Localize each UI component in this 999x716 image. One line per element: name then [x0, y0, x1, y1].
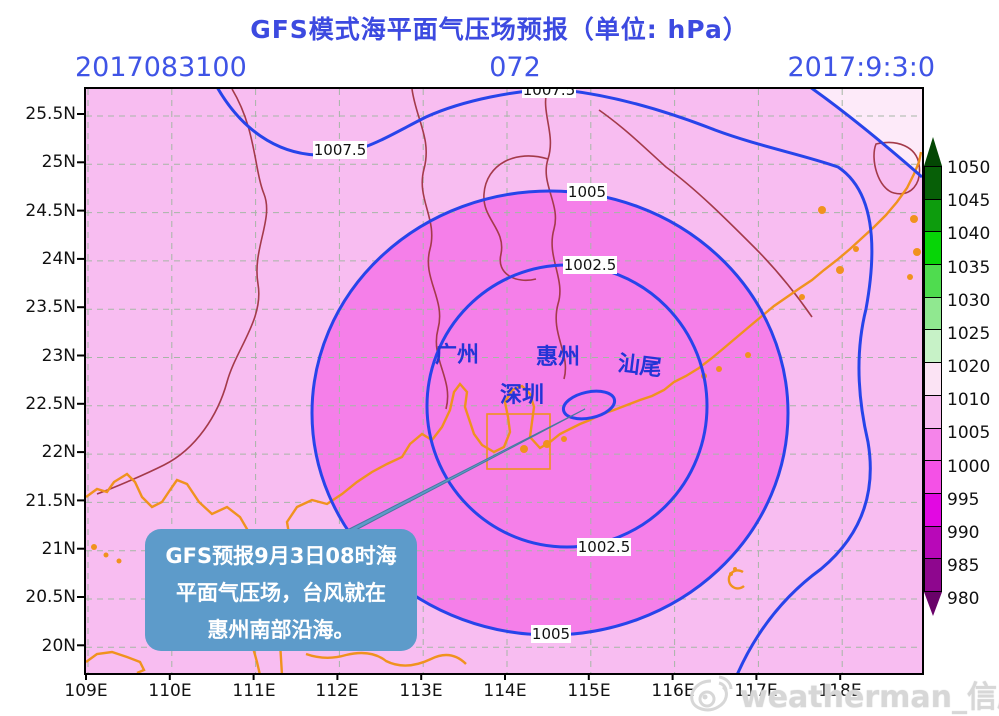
lat-label-21p5: 21.5N [25, 491, 76, 511]
lat-label-23p5: 23.5N [25, 297, 76, 317]
lat-label-23: 23N [41, 346, 76, 366]
cb-label-1025: 1025 [947, 324, 991, 344]
offshore-islands [91, 206, 921, 576]
colorbar-box-1025-1030 [925, 297, 941, 331]
callout-line-3: 惠州南部沿海。 [207, 618, 355, 642]
grid-lines [86, 89, 922, 673]
city-label-shanwei: 汕尾 [616, 351, 663, 381]
cb-label-1050: 1050 [947, 158, 991, 178]
lat-label-25: 25N [41, 152, 76, 172]
colorbar-box-1005-1010 [925, 395, 941, 429]
lat-label-22p5: 22.5N [25, 394, 76, 414]
cb-label-980: 980 [947, 589, 980, 609]
colorbar-box-990-995 [925, 493, 941, 527]
contour-label-1002p5-top: 1002.5 [564, 256, 617, 274]
lon-label-110: 110E [148, 681, 192, 701]
pressure-colorbar [924, 137, 943, 616]
cb-label-1020: 1020 [947, 357, 991, 377]
lon-label-116: 116E [651, 681, 695, 701]
city-label-guangzhou: 广州 [435, 342, 479, 368]
lat-label-24: 24N [41, 249, 76, 269]
callout-line-2: 平面气压场，台风就在 [176, 581, 386, 605]
lat-label-24p5: 24.5N [25, 201, 76, 221]
contour-label-1005-bottom: 1005 [532, 625, 570, 643]
lon-label-113: 113E [399, 681, 443, 701]
lat-label-20p5: 20.5N [25, 587, 76, 607]
lon-label-111: 111E [232, 681, 276, 701]
pressure-map: 1007.5 1007.5 1005 1002.5 1002.5 1005 广州… [84, 87, 924, 675]
city-label-huizhou: 惠州 [536, 345, 580, 370]
contour-1007p5 [216, 89, 874, 673]
lon-label-112: 112E [315, 681, 359, 701]
contour-typhoon-center [561, 389, 617, 421]
colorbar-boxes [924, 166, 942, 592]
colorbar-box-985-990 [925, 526, 941, 560]
lon-label-118: 118E [818, 681, 862, 701]
contour-label-1002p5-bottom: 1002.5 [578, 538, 631, 556]
sea-fill-1010-1020 [812, 89, 922, 177]
colorbar-box-995-1000 [925, 461, 941, 494]
contour-label-1005-top: 1005 [568, 183, 606, 201]
colorbar-arrow-top [924, 137, 942, 166]
colorbar-box-1000-1005 [925, 428, 941, 462]
cb-label-1005: 1005 [947, 423, 991, 443]
colorbar-box-1040-1045 [925, 199, 941, 233]
contour-label-1007p5-top: 1007.5 [523, 89, 576, 99]
lon-label-117: 117E [734, 681, 778, 701]
watermark-text: weatherman_信欣 [740, 680, 999, 715]
cb-label-1035: 1035 [947, 258, 991, 278]
cb-label-985: 985 [947, 556, 980, 576]
cb-label-995: 995 [947, 490, 980, 510]
contour-1010 [810, 89, 922, 179]
city-label-shenzhen: 深圳 [500, 383, 544, 408]
callout-line-1: GFS预报9月3日08时海 [165, 544, 397, 568]
colorbar-box-1020-1025 [925, 330, 941, 364]
contour-labels: 1007.5 1007.5 1005 1002.5 1002.5 1005 [313, 89, 631, 643]
colorbar-box-1030-1035 [925, 265, 941, 298]
cb-label-1040: 1040 [947, 224, 991, 244]
cb-label-1000: 1000 [947, 457, 991, 477]
init-time-label: 2017083100 [75, 52, 247, 83]
colorbar-box-1035-1040 [925, 232, 941, 266]
forecast-meta-row: 2017083100 072 2017:9:3:0 [0, 52, 999, 83]
lon-label-115: 115E [567, 681, 611, 701]
watermark: weatherman_信欣 [686, 672, 999, 716]
forecast-hour-label: 072 [489, 52, 541, 83]
lon-label-114: 114E [483, 681, 527, 701]
contour-label-1007p5-left: 1007.5 [314, 141, 367, 159]
lon-label-109: 109E [64, 681, 108, 701]
lat-label-25p5: 25.5N [25, 104, 76, 124]
colorbar-box-980-985 [925, 559, 941, 591]
cb-label-990: 990 [947, 523, 980, 543]
weibo-icon [690, 675, 733, 712]
city-labels: 广州 惠州 汕尾 深圳 [435, 342, 663, 408]
colorbar-arrow-bottom [924, 591, 942, 616]
colorbar-box-1010-1020 [925, 363, 941, 396]
sea-fill-1000-1005 [312, 191, 788, 635]
cb-label-1030: 1030 [947, 291, 991, 311]
cb-label-1045: 1045 [947, 191, 991, 211]
valid-time-label: 2017:9:3:0 [787, 52, 935, 83]
page-title: GFS模式海平面气压场预报（单位: hPa） [250, 15, 749, 44]
lat-label-21: 21N [41, 539, 76, 559]
cb-label-1010: 1010 [947, 390, 991, 410]
lat-label-22: 22N [41, 442, 76, 462]
annotation-callout: GFS预报9月3日08时海 平面气压场，台风就在 惠州南部沿海。 [145, 529, 417, 651]
colorbar-box-1045-1050 [925, 167, 941, 200]
lat-label-20: 20N [41, 636, 76, 656]
